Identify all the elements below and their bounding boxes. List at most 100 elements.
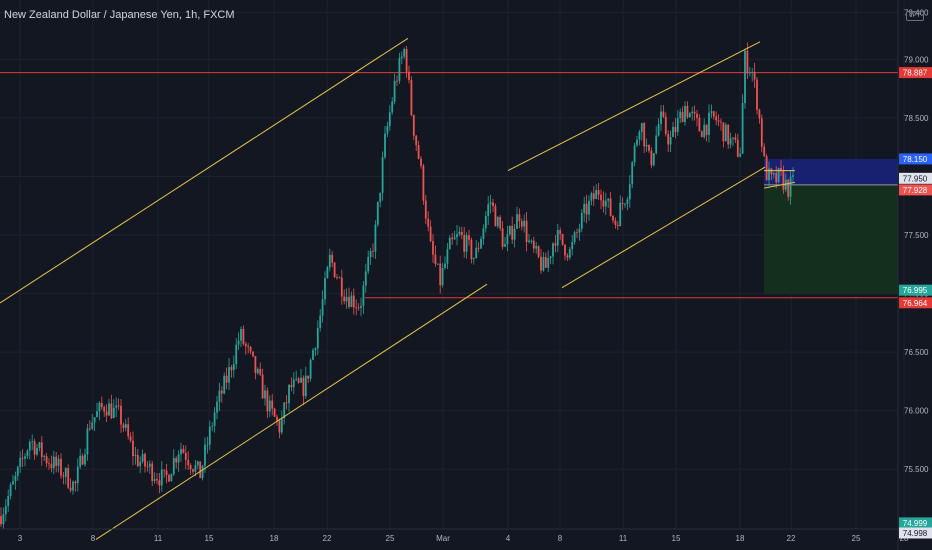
time-tick-label: 25 [386,534,395,543]
time-tick-label: 25 [852,534,861,543]
candle [343,296,346,302]
candle [650,150,653,166]
candle [52,456,55,469]
candle [480,238,482,249]
candle [734,137,737,140]
candle [264,390,266,399]
candle [278,420,281,433]
candle [700,131,703,138]
candle [667,133,670,145]
candle [276,416,278,421]
candle [703,124,706,138]
candle [657,124,660,136]
candle [175,458,178,463]
candle [280,418,283,433]
candle [100,402,103,408]
candle [158,480,161,486]
price-tick-label: 76.500 [904,348,929,357]
candle [148,463,151,467]
candle [369,251,372,257]
candle [48,463,50,465]
candle [81,455,84,465]
candle [468,235,470,240]
candle [216,401,218,413]
candle [544,257,547,268]
candle [16,466,19,476]
time-tick-label: 22 [323,534,332,543]
candle [86,428,89,455]
candle [120,405,122,425]
candle [693,111,696,114]
price-label-box [899,527,932,539]
candle [686,105,689,118]
candle [192,469,194,472]
candle [559,230,562,234]
candle [33,441,36,455]
candle [465,235,468,252]
target-zone [764,184,898,295]
candle [477,247,480,249]
candle [696,113,698,118]
candle [456,234,458,238]
candle [436,263,439,265]
candle [201,465,204,479]
candle [576,232,578,234]
candle [134,455,137,457]
candle [792,175,794,177]
candle [211,425,214,427]
candle [494,206,497,227]
candle [208,426,211,445]
candle [12,481,14,485]
candle [444,263,446,269]
candle [67,468,70,488]
candle [91,422,94,429]
candle [242,329,245,344]
candle [744,50,746,103]
candle [470,239,473,260]
candle [168,475,170,482]
candle [72,481,74,491]
candle [184,452,187,460]
candle [24,456,26,459]
price-label: 76.964 [903,299,928,308]
candle [396,80,398,82]
candle [501,228,504,247]
candle [672,126,674,137]
candle [417,145,420,159]
candle [312,350,314,360]
candle [4,506,7,515]
candle [441,268,444,286]
candle [708,112,710,135]
candle [715,116,718,121]
candle [252,351,254,357]
candle [429,226,432,242]
time-tick-label: 8 [91,534,96,543]
candle [124,424,127,428]
candle [96,411,98,418]
candle [98,402,101,412]
candle [516,214,518,229]
candle [645,144,648,147]
candle [76,466,79,484]
candle [422,165,425,201]
time-axis[interactable]: 381115182225Mar48111518222528 [18,534,909,543]
candle [36,447,38,455]
trendlines[interactable] [0,37,796,540]
candle [472,257,475,260]
candle [196,461,199,466]
candle [115,405,118,408]
candle [170,474,173,482]
candle [782,170,785,190]
candle [451,237,454,240]
candle [271,400,274,409]
candle [295,378,298,380]
candle [484,216,487,229]
time-tick-label: 11 [619,534,628,543]
time-tick-label: 15 [672,534,681,543]
horizontal-levels[interactable] [0,72,898,299]
candle [218,390,221,402]
candle [374,224,377,252]
candle [758,109,761,119]
candle [163,469,166,471]
